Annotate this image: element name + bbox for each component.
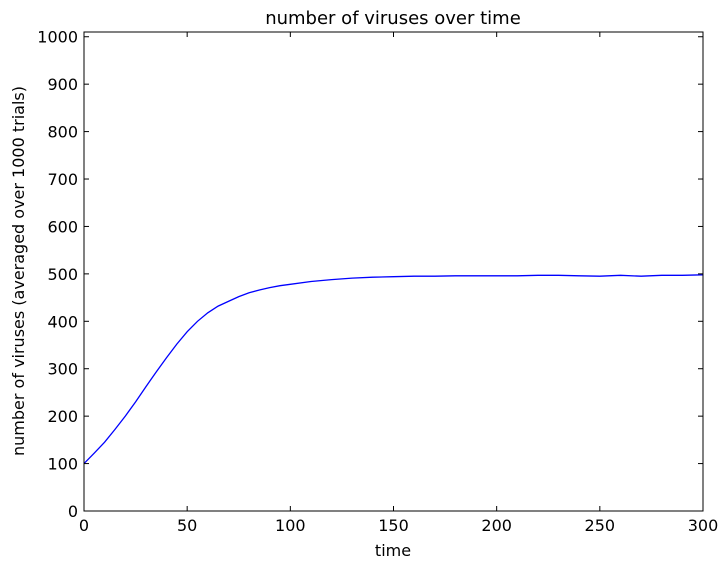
- y-tick-label-100: 100: [47, 455, 78, 474]
- plot-area: 0 50 100 150 200 250 300 0 100 200 300 400 500 600 700…: [37, 28, 718, 535]
- x-axis-label: time: [375, 541, 411, 560]
- y-tick-label-0: 0: [68, 502, 78, 521]
- x-tick-label-150: 150: [378, 516, 409, 535]
- series-line-0: [83, 274, 704, 465]
- y-tick-label-1000: 1000: [37, 28, 78, 47]
- chart-title: number of viruses over time: [265, 8, 521, 29]
- x-tick-label-250: 250: [585, 516, 616, 535]
- x-tick-label-300: 300: [688, 516, 719, 535]
- y-tick-label-300: 300: [47, 360, 78, 379]
- y-tick-label-500: 500: [47, 265, 78, 284]
- plot-frame: [83, 31, 704, 512]
- x-tick-label-200: 200: [481, 516, 512, 535]
- y-tick-label-400: 400: [47, 312, 78, 331]
- y-tick-label-800: 800: [47, 123, 78, 142]
- x-tick-label-50: 50: [177, 516, 197, 535]
- x-tick-label-0: 0: [79, 516, 89, 535]
- y-axis-label: number of viruses (averaged over 1000 tr…: [9, 86, 28, 456]
- x-tick-label-100: 100: [275, 516, 306, 535]
- y-tick-label-600: 600: [47, 217, 78, 236]
- y-tick-label-200: 200: [47, 407, 78, 426]
- y-tick-label-700: 700: [47, 170, 78, 189]
- y-tick-label-900: 900: [47, 75, 78, 94]
